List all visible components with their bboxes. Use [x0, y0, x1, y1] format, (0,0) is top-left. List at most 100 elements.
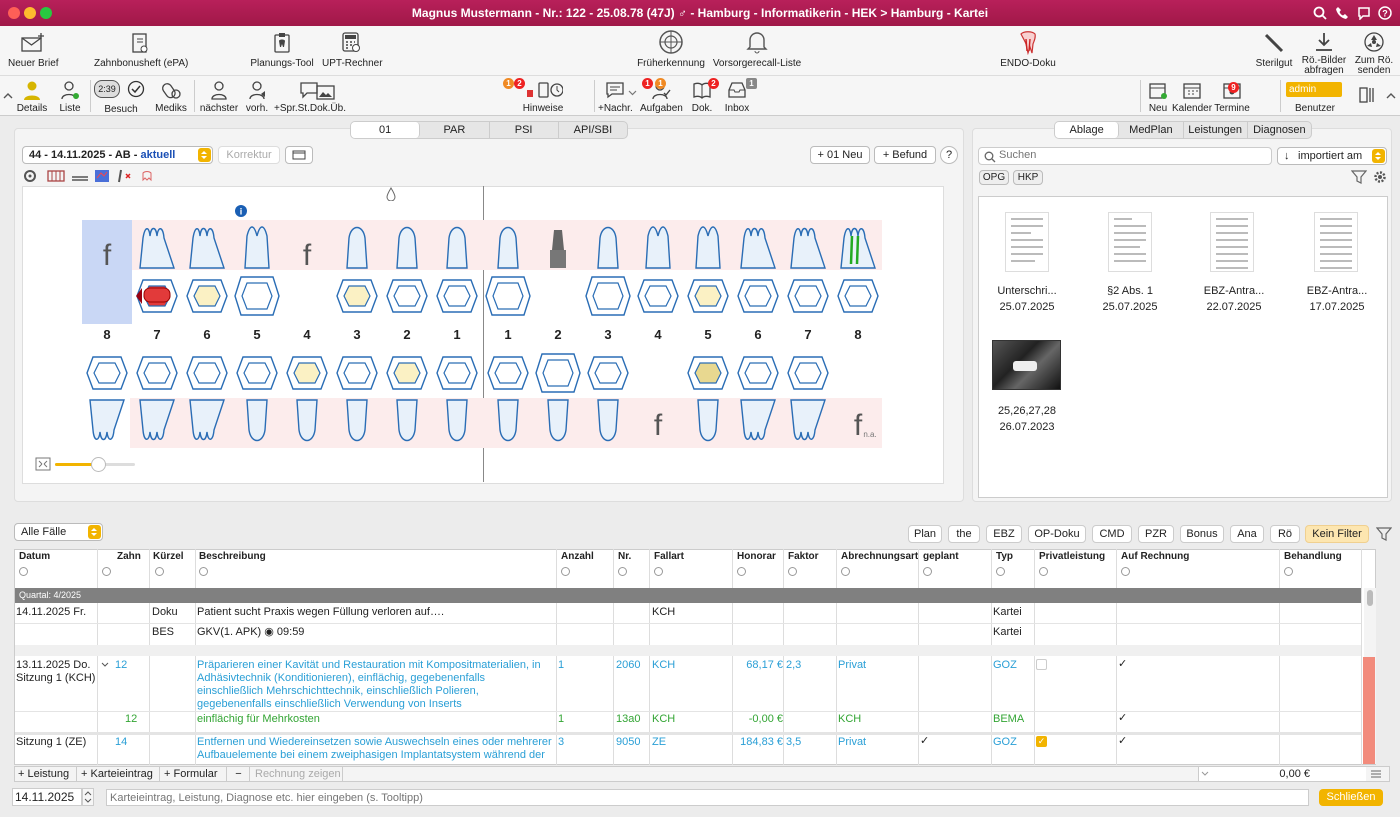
filter-icon[interactable]	[1351, 170, 1367, 184]
tooth-occlusal[interactable]	[236, 356, 278, 390]
planungs-tool-button[interactable]: Planungs-Tool	[250, 31, 314, 69]
column-search-icon[interactable]	[561, 567, 570, 576]
header-zahn[interactable]: Zahn	[117, 551, 141, 562]
tooth-root[interactable]	[346, 399, 368, 442]
nachricht-button[interactable]: +Nachr.	[598, 80, 633, 114]
column-search-icon[interactable]	[654, 567, 663, 576]
tooth-root[interactable]	[446, 399, 468, 442]
tooth-crown[interactable]	[597, 226, 619, 269]
tooth-occlusal[interactable]	[234, 276, 280, 316]
privatleistung-checkbox-checked[interactable]: ✓	[1036, 736, 1047, 747]
filter-plan-button[interactable]: Plan	[908, 525, 942, 543]
column-search-icon[interactable]	[199, 567, 208, 576]
tooth-occlusal[interactable]	[687, 279, 729, 313]
karteieintrag-input[interactable]	[106, 789, 1309, 806]
korrektur-button[interactable]: Korrektur	[218, 146, 280, 164]
roe-bilder-abfragen-button[interactable]: Rö.-Bilder abfragen	[1300, 31, 1348, 76]
details-button[interactable]: Details	[16, 80, 48, 114]
tooth-crown[interactable]	[790, 227, 826, 269]
header-nr[interactable]: Nr.	[618, 551, 632, 562]
tooth-root[interactable]	[697, 399, 719, 442]
header-fallart[interactable]: Fallart	[654, 551, 685, 562]
tooth-occlusal[interactable]	[787, 279, 829, 313]
document-thumbnail[interactable]	[1314, 212, 1358, 272]
tooth-root[interactable]	[296, 399, 318, 442]
filter-icon[interactable]	[1376, 527, 1392, 541]
neuer-brief-button[interactable]: Neuer Brief	[8, 31, 59, 69]
tooth-crown[interactable]	[446, 226, 468, 269]
date-stepper[interactable]	[82, 788, 94, 806]
tooth-occlusal[interactable]	[186, 279, 228, 313]
table-row[interactable]: BES GKV(1. APK) ◉ 09:59 Kartei	[152, 626, 1022, 638]
tab-medplan[interactable]: MedPlan	[1119, 122, 1184, 138]
filter-bonus-button[interactable]: Bonus	[1180, 525, 1224, 543]
column-search-icon[interactable]	[788, 567, 797, 576]
filter-op-doku-button[interactable]: OP-Doku	[1028, 525, 1086, 543]
header-faktor[interactable]: Faktor	[788, 551, 819, 562]
sterilgut-button[interactable]: Sterilgut	[1254, 31, 1294, 69]
tab-diagnosen[interactable]: Diagnosen	[1253, 124, 1306, 136]
benutzer-selector[interactable]: admin Benutzer	[1286, 82, 1344, 114]
tooth-occlusal[interactable]	[787, 356, 829, 390]
tooth-root[interactable]	[139, 399, 175, 441]
phone-icon[interactable]	[1335, 6, 1349, 20]
header-kuerzel[interactable]: Kürzel	[153, 551, 184, 562]
filter-ana-button[interactable]: Ana	[1230, 525, 1264, 543]
document-thumbnail[interactable]	[1108, 212, 1152, 272]
zoom-window-button[interactable]	[40, 7, 52, 19]
tab-psi[interactable]: PSI	[490, 122, 559, 138]
column-search-icon[interactable]	[996, 567, 1005, 576]
header-typ[interactable]: Typ	[996, 551, 1014, 562]
header-privatleistung[interactable]: Privatleistung	[1039, 551, 1106, 562]
table-row[interactable]: 13.11.2025 Do. Sitzung 1 (KCH) 12 Präpar…	[16, 658, 1128, 710]
help-button[interactable]: ?	[940, 146, 958, 164]
schliessen-button[interactable]: Schließen	[1319, 789, 1383, 806]
tooth-occlusal[interactable]	[737, 279, 779, 313]
upt-rechner-button[interactable]: UPT-Rechner	[322, 31, 383, 69]
zahnbonusheft-button[interactable]: Zahnbonusheft (ePA)	[94, 31, 188, 69]
kein-filter-button[interactable]: Kein Filter	[1305, 525, 1369, 543]
befund-selector[interactable]: 44 - 14.11.2025 - AB - aktuell	[22, 146, 213, 164]
tooth-occlusal[interactable]	[336, 279, 378, 313]
tooth-occlusal[interactable]	[487, 356, 529, 390]
add-karteieintrag-button[interactable]: + Karteieintrag	[78, 767, 160, 781]
window-button[interactable]	[285, 146, 313, 164]
tag-hkp[interactable]: HKP	[1013, 170, 1043, 185]
tooth-root[interactable]	[396, 399, 418, 442]
tooth-crown[interactable]	[740, 227, 776, 269]
vorheriger-button[interactable]: vorh.	[244, 80, 270, 114]
collapse-toolbar-icon[interactable]	[1386, 91, 1396, 99]
tooth-occlusal[interactable]	[637, 279, 679, 313]
zoom-slider[interactable]	[55, 457, 135, 472]
tooth-crown[interactable]	[695, 226, 721, 269]
tooth-occlusal[interactable]	[386, 356, 428, 390]
chart-tool-icons[interactable]	[22, 168, 162, 184]
tab-ablage[interactable]: Ablage	[1055, 122, 1120, 138]
besuch-button[interactable]: 2:39 Besuch	[94, 80, 148, 115]
table-row[interactable]: 14.11.2025 Fr. Doku Patient sucht Praxis…	[16, 606, 1022, 618]
tooth-root[interactable]	[547, 399, 569, 442]
filter-ebz-button[interactable]: EBZ	[986, 525, 1022, 543]
tooth-occlusal[interactable]	[86, 356, 128, 390]
tag-opg[interactable]: OPG	[979, 170, 1009, 185]
tooth-occlusal[interactable]	[136, 356, 178, 390]
column-search-icon[interactable]	[19, 567, 28, 576]
tooth-crown[interactable]	[189, 227, 225, 269]
collapse-up-icon[interactable]	[3, 91, 13, 99]
tooth-root[interactable]	[497, 399, 519, 442]
zoom-slider-thumb[interactable]	[91, 457, 106, 472]
tab-leistungen[interactable]: Leistungen	[1184, 122, 1248, 138]
list-icon[interactable]	[1370, 769, 1382, 779]
tooth-occlusal[interactable]	[485, 276, 531, 316]
tooth-occlusal[interactable]	[436, 279, 478, 313]
sort-selector[interactable]: ↓ importiert am	[1277, 147, 1387, 165]
minimize-window-button[interactable]	[24, 7, 36, 19]
header-datum[interactable]: Datum	[19, 551, 51, 562]
faelle-selector[interactable]: Alle Fälle	[14, 523, 103, 541]
gear-icon[interactable]	[1373, 170, 1387, 184]
tooth-root[interactable]	[790, 399, 826, 441]
column-search-icon[interactable]	[155, 567, 164, 576]
column-search-icon[interactable]	[1039, 567, 1048, 576]
filter-cmd-button[interactable]: CMD	[1092, 525, 1132, 543]
filter-roe-button[interactable]: Rö	[1270, 525, 1300, 543]
